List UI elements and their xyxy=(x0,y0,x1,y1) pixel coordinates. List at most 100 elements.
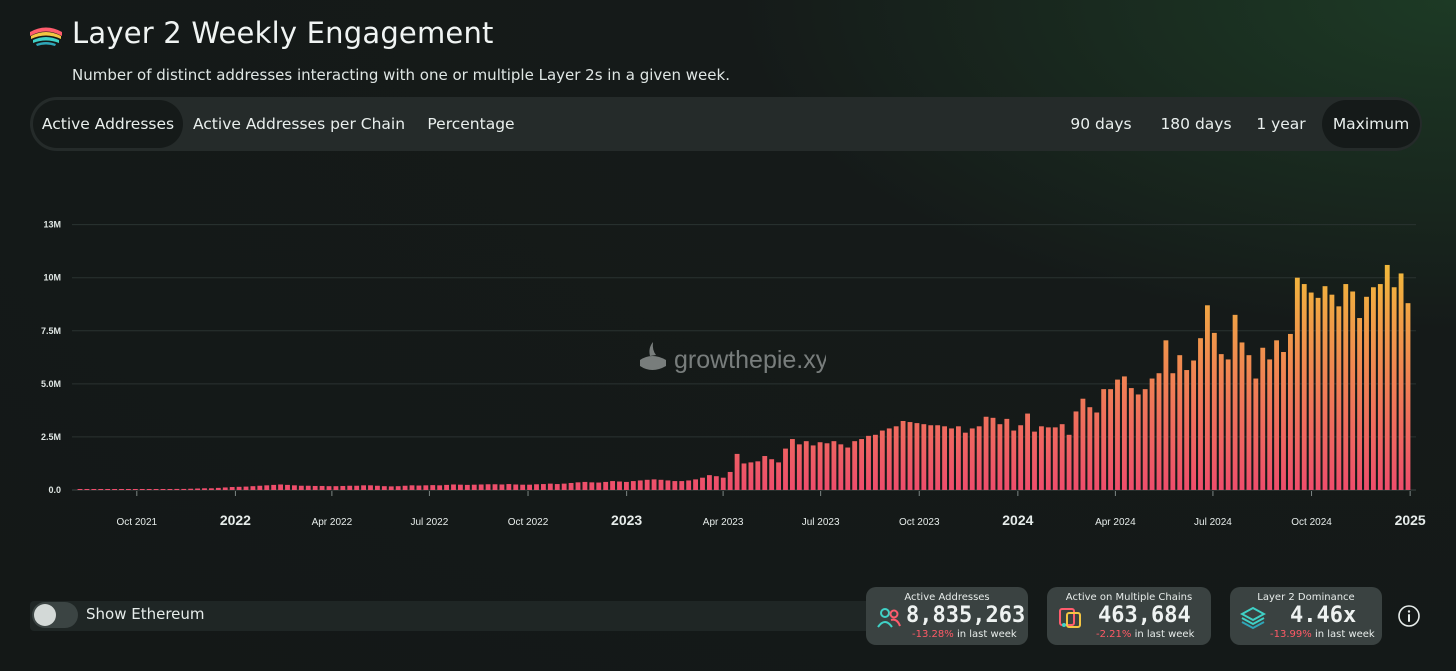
bar xyxy=(942,426,947,490)
bar xyxy=(1004,418,1010,490)
bar xyxy=(506,484,512,490)
bar xyxy=(810,445,816,490)
bar xyxy=(215,487,221,490)
bar xyxy=(1018,425,1024,490)
bar xyxy=(575,482,581,490)
bar xyxy=(547,483,553,490)
bar xyxy=(1267,359,1273,490)
bar xyxy=(250,486,256,490)
active-addresses-chart: 0.0 2.5M 5.0M 7.5M 10M 13M Oct 2021 2022 Apr 20… xyxy=(41,220,1426,528)
bar xyxy=(962,432,968,490)
bar xyxy=(1142,389,1148,490)
bar xyxy=(589,482,595,490)
bar xyxy=(188,488,194,490)
page-title: Layer 2 Weekly Engagement xyxy=(72,16,494,50)
bar xyxy=(375,485,380,490)
bar xyxy=(91,489,97,490)
range-180-days[interactable]: 180 days xyxy=(1160,115,1232,133)
bar xyxy=(921,424,927,490)
bar xyxy=(1218,354,1224,490)
bar xyxy=(893,426,899,490)
bar xyxy=(610,481,615,490)
bar xyxy=(769,459,775,490)
x-tick-label: Jul 2024 xyxy=(1194,517,1232,528)
bar xyxy=(451,484,456,490)
bar xyxy=(1364,296,1369,490)
info-icon[interactable] xyxy=(1397,604,1421,628)
bar xyxy=(928,425,934,490)
card-change-pct: -2.21% xyxy=(1096,629,1132,640)
bar xyxy=(1149,378,1155,490)
bar xyxy=(1080,398,1086,490)
bar xyxy=(174,488,180,490)
bar xyxy=(554,484,560,490)
range-maximum[interactable]: Maximum xyxy=(1322,100,1420,148)
card-change-suffix: in last week xyxy=(1314,629,1375,640)
bar xyxy=(1198,338,1203,490)
bar xyxy=(790,439,795,490)
bar xyxy=(222,487,228,490)
bar xyxy=(859,439,864,490)
bar xyxy=(1032,431,1037,490)
bar xyxy=(976,426,982,490)
bar xyxy=(361,485,366,490)
bar xyxy=(672,481,678,490)
bar xyxy=(285,484,290,490)
bar xyxy=(748,462,754,490)
bar xyxy=(630,481,636,490)
x-tick-label: 2022 xyxy=(220,512,251,528)
bar xyxy=(1163,340,1169,490)
bar xyxy=(1011,430,1017,490)
bar xyxy=(402,485,408,490)
bar xyxy=(499,484,505,490)
bar xyxy=(838,444,844,490)
card-change-suffix: in last week xyxy=(956,629,1017,640)
tab-active-addresses-per-chain[interactable]: Active Addresses per Chain xyxy=(192,115,406,133)
bar xyxy=(1122,376,1127,490)
x-axis: Oct 2021 2022 Apr 2022 Jul 2022 Oct 2022 2023… xyxy=(117,491,1426,528)
card-title: Layer 2 Dominance xyxy=(1257,592,1355,603)
bar xyxy=(1253,378,1259,490)
bar xyxy=(582,481,588,490)
bar xyxy=(181,488,187,490)
card-multiple-chains: Active on Multiple Chains 463,684 -2.21%… xyxy=(1047,587,1211,645)
bar xyxy=(1405,303,1411,490)
bar xyxy=(292,485,297,490)
range-90-days[interactable]: 90 days xyxy=(1070,115,1132,133)
bar xyxy=(914,423,920,490)
bar xyxy=(1052,427,1058,490)
tab-active-addresses[interactable]: Active Addresses xyxy=(33,100,183,148)
bar xyxy=(209,488,214,490)
bar xyxy=(900,421,906,490)
bar xyxy=(700,477,705,490)
bar xyxy=(755,461,761,490)
bar xyxy=(278,484,283,490)
bar xyxy=(1184,370,1190,490)
bar xyxy=(1225,359,1231,490)
card-change: -13.99% in last week xyxy=(1270,629,1375,640)
growthepie-watermark: growthepie.xyz xyxy=(640,342,826,374)
bar xyxy=(1094,412,1100,490)
tab-percentage[interactable]: Percentage xyxy=(427,115,515,133)
bar xyxy=(1288,333,1293,490)
bar xyxy=(907,422,913,490)
layer2-logo-icon xyxy=(30,27,62,46)
range-1-year[interactable]: 1 year xyxy=(1256,115,1306,133)
show-ethereum-toggle[interactable] xyxy=(32,602,78,628)
bar xyxy=(637,480,643,490)
bar xyxy=(1087,407,1093,490)
bar xyxy=(492,484,498,490)
bar xyxy=(464,484,470,490)
bar xyxy=(243,486,249,490)
bar xyxy=(98,489,104,490)
bar xyxy=(1101,389,1107,490)
bar xyxy=(1232,314,1238,490)
bar xyxy=(727,471,733,490)
bar xyxy=(236,486,242,490)
y-tick-label: 5.0M xyxy=(41,379,61,389)
bar xyxy=(333,486,339,490)
bar xyxy=(693,479,698,490)
bar xyxy=(534,484,539,490)
bar xyxy=(1177,355,1183,490)
bar xyxy=(112,489,117,490)
